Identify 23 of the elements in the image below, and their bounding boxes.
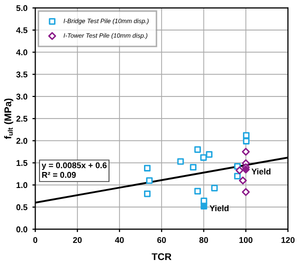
y-axis-title: f$_{ult}$ (MPa) — [4, 98, 14, 139]
y-tick-label: 4.5 — [16, 27, 28, 34]
annotation: Yield — [210, 205, 229, 212]
y-tick-label: 0.5 — [16, 204, 28, 210]
y-tick-label: 5.0 — [16, 5, 28, 12]
x-tick-label: 0 — [33, 237, 38, 243]
y-tick-label: 0.0 — [16, 226, 28, 232]
annotation: y = 0.0085x + 0.6 R² = 0.09 — [42, 162, 107, 178]
x-tick-label: 120 — [282, 237, 295, 243]
annotation: Yield — [252, 168, 270, 174]
y-tick-label: 4.0 — [16, 49, 28, 56]
x-tick-label: 80 — [199, 237, 208, 243]
x-tick-label: 100 — [239, 237, 252, 243]
y-tick-label: 2.5 — [16, 116, 28, 122]
y-tick-label: 3.5 — [16, 72, 28, 78]
x-axis-title: TCR — [152, 253, 172, 260]
x-tick-label: 40 — [114, 237, 124, 243]
y-tick-label: 3.0 — [16, 94, 28, 100]
x-tick-label: 20 — [73, 237, 82, 243]
y-tick-label: 1.0 — [16, 182, 28, 188]
y-tick-label: 1.5 — [16, 160, 28, 166]
y-tick-label: 2.0 — [16, 138, 28, 144]
x-tick-label: 60 — [157, 237, 166, 243]
